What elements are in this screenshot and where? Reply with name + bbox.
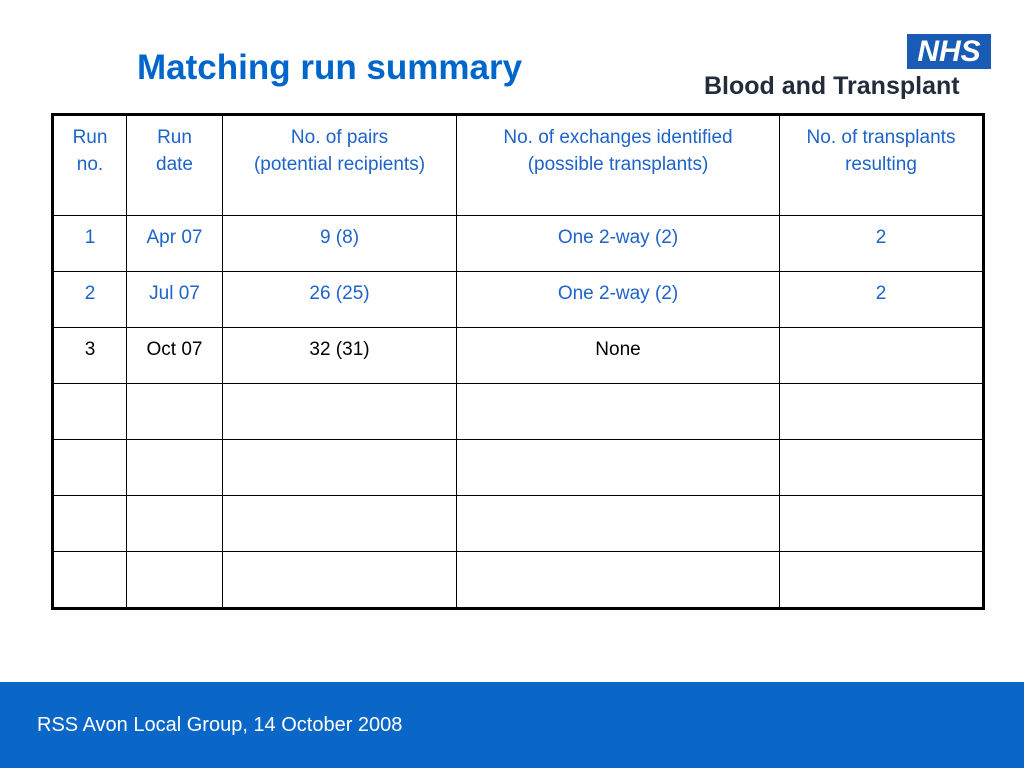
header-line: Run — [72, 127, 108, 148]
header-line: No. of transplants — [806, 127, 956, 148]
slide-title: Matching run summary — [137, 48, 523, 87]
cell-exchanges — [456, 495, 780, 552]
table-header-row: Run no. Run date No. of pairs (potential… — [52, 114, 984, 216]
cell-pairs: 9 (8) — [222, 215, 457, 272]
cell-run-no — [52, 495, 127, 552]
cell-transplants: 2 — [779, 271, 984, 328]
cell-pairs — [222, 383, 457, 440]
cell-exchanges — [456, 439, 780, 496]
cell-run-date: Jul 07 — [126, 271, 223, 328]
nhs-blood-and-transplant-logo: NHS Blood and Transplant — [700, 32, 1000, 104]
logo-subtitle: Blood and Transplant — [704, 72, 960, 100]
table-row: 2 Jul 07 26 (25) One 2-way (2) 2 — [52, 271, 984, 328]
header-run-date: Run date — [126, 114, 223, 216]
header-line: no. — [76, 154, 104, 175]
cell-run-no — [52, 383, 127, 440]
table-row — [52, 551, 984, 609]
cell-run-date: Apr 07 — [126, 215, 223, 272]
cell-transplants — [779, 495, 984, 552]
footer-band: RSS Avon Local Group, 14 October 2008 — [0, 682, 1024, 768]
table-row — [52, 383, 984, 440]
cell-pairs — [222, 551, 457, 609]
cell-run-no: 2 — [52, 271, 127, 328]
nhs-badge: NHS — [907, 34, 991, 69]
table-row: 1 Apr 07 9 (8) One 2-way (2) 2 — [52, 215, 984, 272]
cell-exchanges: One 2-way (2) — [456, 271, 780, 328]
cell-transplants — [779, 383, 984, 440]
table-row: 3 Oct 07 32 (31) None — [52, 327, 984, 384]
header-line: Run — [157, 127, 192, 148]
header-line: (potential recipients) — [253, 154, 426, 175]
matching-run-summary-table: Run no. Run date No. of pairs (potential… — [51, 113, 985, 610]
cell-exchanges — [456, 551, 780, 609]
cell-run-no — [52, 439, 127, 496]
cell-run-date — [126, 551, 223, 609]
cell-pairs — [222, 439, 457, 496]
table-row — [52, 439, 984, 496]
cell-run-date — [126, 383, 223, 440]
cell-transplants — [779, 327, 984, 384]
header-line: No. of exchanges identified — [503, 127, 733, 148]
cell-pairs: 32 (31) — [222, 327, 457, 384]
footer-text: RSS Avon Local Group, 14 October 2008 — [37, 714, 403, 736]
cell-run-date — [126, 495, 223, 552]
cell-transplants — [779, 551, 984, 609]
cell-run-no: 3 — [52, 327, 127, 384]
cell-exchanges: One 2-way (2) — [456, 215, 780, 272]
cell-transplants — [779, 439, 984, 496]
cell-transplants: 2 — [779, 215, 984, 272]
header-run-no: Run no. — [52, 114, 127, 216]
header-transplants: No. of transplants resulting — [779, 114, 984, 216]
table-row — [52, 495, 984, 552]
header-exchanges: No. of exchanges identified (possible tr… — [456, 114, 780, 216]
cell-run-no — [52, 551, 127, 609]
cell-run-date: Oct 07 — [126, 327, 223, 384]
header-line: (possible transplants) — [527, 154, 709, 175]
cell-exchanges — [456, 383, 780, 440]
header-line: resulting — [845, 154, 917, 175]
cell-exchanges: None — [456, 327, 780, 384]
cell-run-no: 1 — [52, 215, 127, 272]
cell-run-date — [126, 439, 223, 496]
cell-pairs — [222, 495, 457, 552]
header-line: No. of pairs — [290, 127, 389, 148]
cell-pairs: 26 (25) — [222, 271, 457, 328]
header-line: date — [156, 154, 193, 175]
header-pairs: No. of pairs (potential recipients) — [222, 114, 457, 216]
